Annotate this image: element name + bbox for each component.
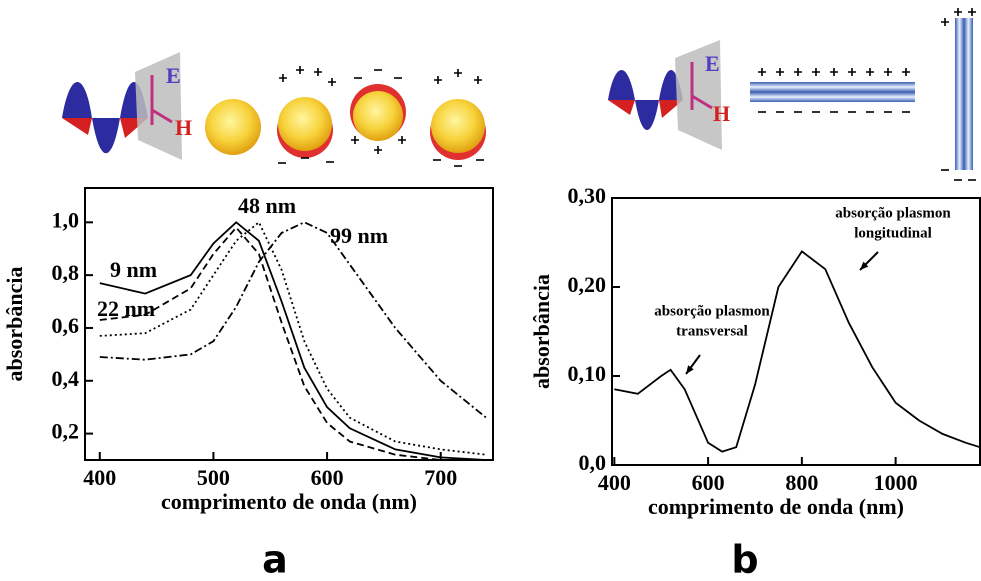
annotation: transversal <box>676 323 748 339</box>
x-axis-label: comprimento de onda (nm) <box>161 489 417 514</box>
rod <box>750 82 915 102</box>
series-line <box>99 220 487 456</box>
x-tick-label: 600 <box>311 465 344 490</box>
plus-sign <box>954 8 962 16</box>
panel-label: b <box>731 538 758 581</box>
plus-sign <box>848 68 856 76</box>
sphere <box>353 91 403 141</box>
e-label: E <box>705 51 720 76</box>
plot-frame <box>84 187 494 461</box>
y-tick-label: 1,0 <box>52 207 80 232</box>
series-line <box>614 250 981 453</box>
plus-sign <box>474 76 482 84</box>
plus-sign <box>279 74 287 82</box>
plus-sign <box>351 136 359 144</box>
y-tick-label: 0,4 <box>52 366 80 391</box>
plus-sign <box>830 68 838 76</box>
y-tick-label: 0,20 <box>568 272 607 297</box>
h-label: H <box>713 101 730 126</box>
y-axis-label: absorbância <box>529 274 554 389</box>
plot-frame <box>611 197 981 466</box>
sphere <box>278 97 332 151</box>
e-wave <box>62 82 148 154</box>
y-tick-label: 0,6 <box>52 313 80 338</box>
annotation: absorção plasmon <box>654 303 770 319</box>
e-wave <box>608 70 683 130</box>
plus-sign <box>968 8 976 16</box>
y-tick-label: 0,30 <box>568 183 607 208</box>
plus-sign <box>902 68 910 76</box>
y-axis-label: absorbância <box>2 267 27 382</box>
h-arrow <box>691 94 713 110</box>
h-wave <box>608 100 683 118</box>
plus-sign <box>758 68 766 76</box>
plus-sign <box>454 69 462 77</box>
illustration-b: E H <box>608 18 973 170</box>
annotation: absorção plasmon <box>835 205 951 221</box>
x-tick-label: 800 <box>785 470 818 495</box>
annotation: longitudinal <box>854 225 932 241</box>
curve-label: 48 nm <box>238 193 296 218</box>
e-label: E <box>166 63 181 88</box>
plus-sign <box>314 68 322 76</box>
x-axis-label: comprimento de onda (nm) <box>648 494 904 519</box>
panel-label: a <box>262 538 288 581</box>
arrow-head <box>860 261 869 270</box>
y-tick-label: 0,8 <box>52 260 80 285</box>
series-line <box>99 221 487 419</box>
x-tick-label: 400 <box>598 470 631 495</box>
plus-sign <box>374 146 382 154</box>
plus-sign <box>328 78 336 86</box>
plus-sign <box>434 76 442 84</box>
x-tick-label: 400 <box>83 465 116 490</box>
h-arrow <box>151 108 173 124</box>
plus-sign <box>812 68 820 76</box>
y-tick-label: 0,2 <box>52 419 80 444</box>
plus-sign <box>794 68 802 76</box>
curve-label: 99 nm <box>330 223 388 248</box>
curve-label: 22 nm <box>97 296 155 321</box>
x-tick-label: 600 <box>692 470 725 495</box>
plus-sign <box>941 18 949 26</box>
arrow-head <box>686 365 694 374</box>
x-tick-label: 700 <box>424 465 457 490</box>
illustration-a: E H <box>62 52 486 160</box>
plus-sign <box>776 68 784 76</box>
x-tick-label: 500 <box>197 465 230 490</box>
y-tick-label: 0,0 <box>579 450 607 475</box>
sphere <box>431 99 485 153</box>
plate <box>135 52 182 160</box>
series-line <box>99 221 487 461</box>
plus-sign <box>866 68 874 76</box>
plus-sign <box>884 68 892 76</box>
plus-sign <box>398 136 406 144</box>
charge-signs <box>278 8 976 181</box>
plus-sign <box>296 66 304 74</box>
y-tick-label: 0,10 <box>568 361 607 386</box>
plate <box>675 40 722 150</box>
h-label: H <box>175 115 192 140</box>
sphere <box>205 99 261 155</box>
curve-label: 9 nm <box>110 257 157 282</box>
rod <box>955 18 973 170</box>
h-wave <box>62 118 148 138</box>
x-tick-label: 1000 <box>874 470 918 495</box>
series-line <box>99 226 487 461</box>
